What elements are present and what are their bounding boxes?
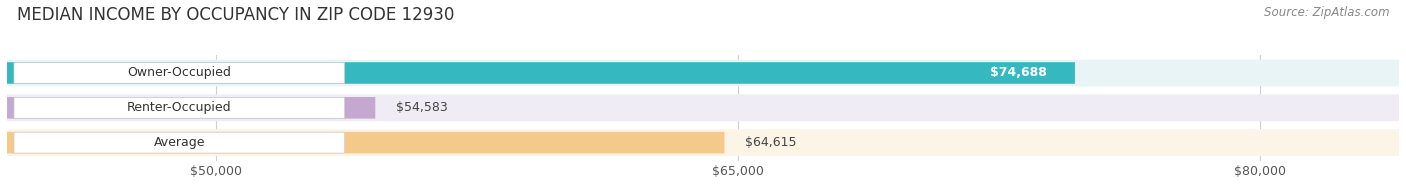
FancyBboxPatch shape <box>14 63 344 83</box>
Text: $54,583: $54,583 <box>396 101 449 114</box>
Text: $74,688: $74,688 <box>990 66 1047 80</box>
FancyBboxPatch shape <box>7 62 1076 84</box>
FancyBboxPatch shape <box>7 97 375 119</box>
Text: MEDIAN INCOME BY OCCUPANCY IN ZIP CODE 12930: MEDIAN INCOME BY OCCUPANCY IN ZIP CODE 1… <box>17 6 454 24</box>
FancyBboxPatch shape <box>14 97 344 118</box>
Text: Owner-Occupied: Owner-Occupied <box>128 66 231 80</box>
FancyBboxPatch shape <box>7 132 724 153</box>
Text: Renter-Occupied: Renter-Occupied <box>127 101 232 114</box>
Text: $64,615: $64,615 <box>745 136 797 149</box>
FancyBboxPatch shape <box>7 60 1399 86</box>
Text: Source: ZipAtlas.com: Source: ZipAtlas.com <box>1264 6 1389 19</box>
FancyBboxPatch shape <box>7 94 1399 121</box>
Text: Average: Average <box>153 136 205 149</box>
FancyBboxPatch shape <box>14 132 344 153</box>
FancyBboxPatch shape <box>7 129 1399 156</box>
